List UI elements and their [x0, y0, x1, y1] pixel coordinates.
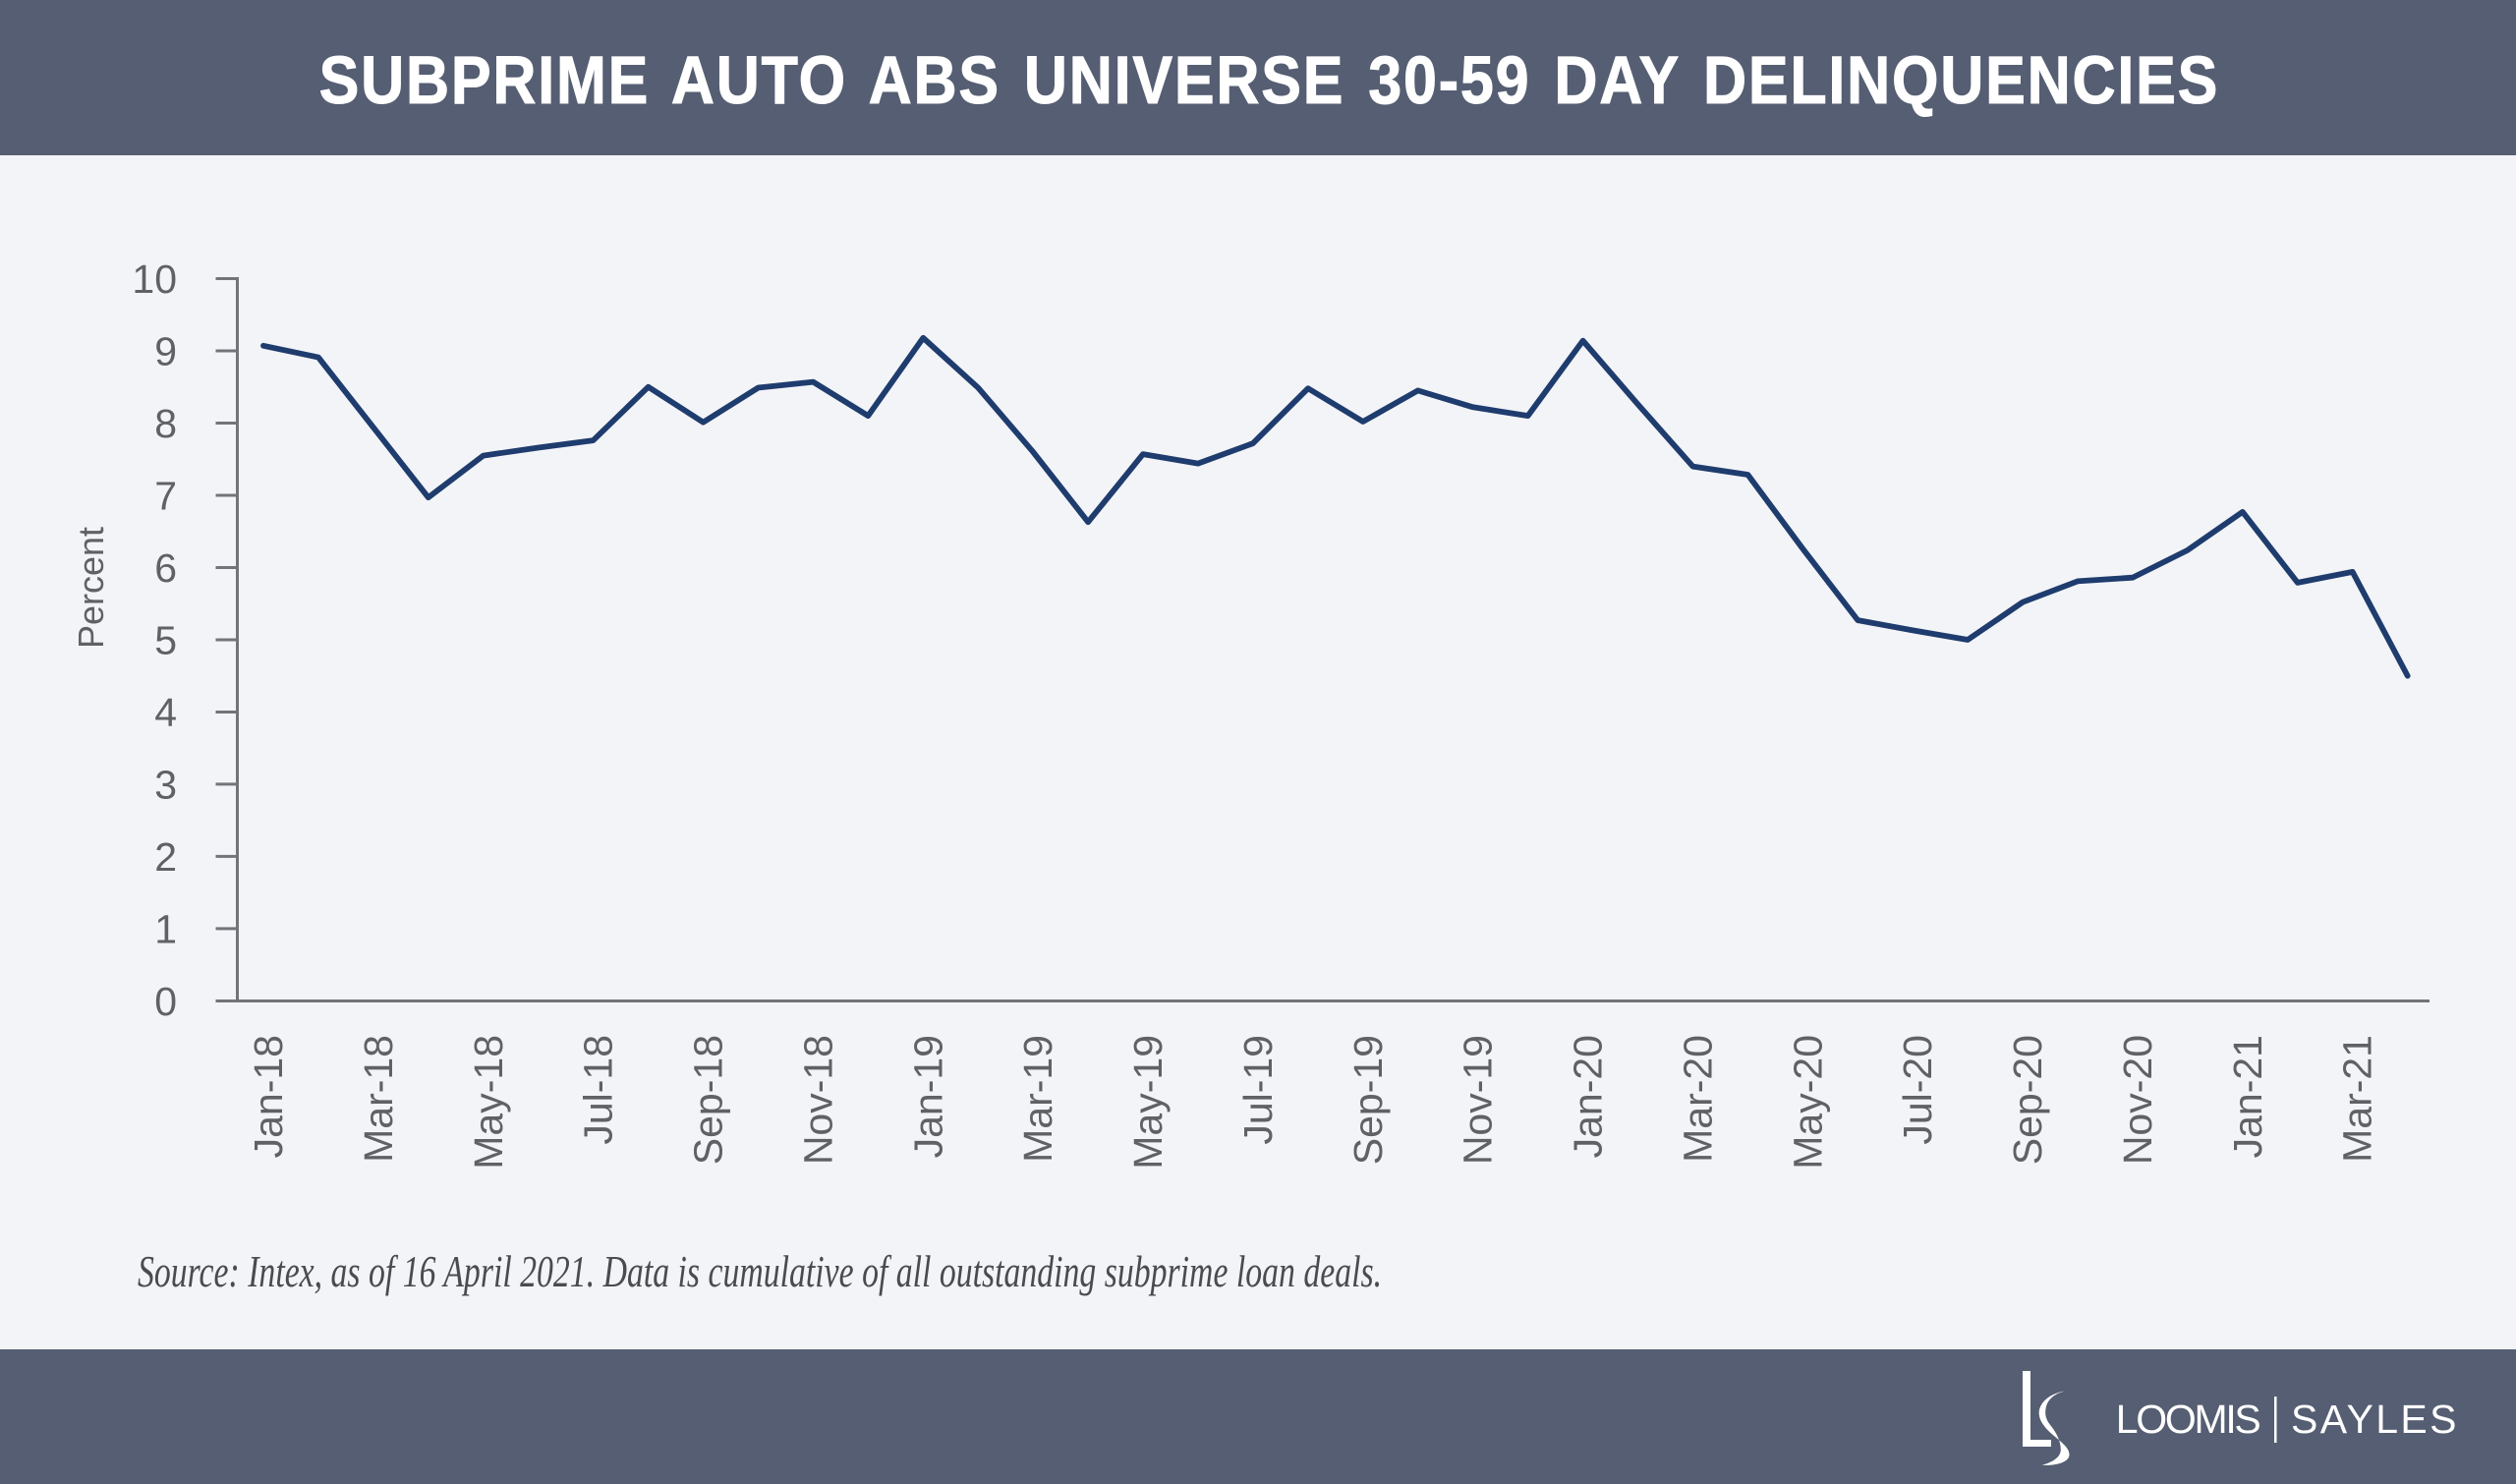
svg-text:Jan-21: Jan-21: [2225, 1035, 2270, 1158]
svg-text:May-18: May-18: [466, 1035, 511, 1170]
svg-text:5: 5: [154, 618, 177, 663]
svg-text:9: 9: [154, 329, 177, 374]
svg-text:2: 2: [154, 834, 177, 880]
svg-text:Jan-18: Jan-18: [246, 1035, 291, 1158]
svg-text:Jul-20: Jul-20: [1895, 1035, 1940, 1145]
svg-text:Jan-19: Jan-19: [905, 1035, 950, 1158]
svg-text:0: 0: [154, 979, 177, 1024]
svg-text:Mar-18: Mar-18: [356, 1035, 401, 1163]
svg-text:Jan-20: Jan-20: [1566, 1035, 1611, 1158]
svg-text:Percent: Percent: [71, 527, 111, 649]
svg-text:3: 3: [154, 762, 177, 807]
svg-text:Jul-18: Jul-18: [576, 1035, 621, 1145]
svg-text:6: 6: [154, 545, 177, 591]
svg-text:4: 4: [154, 690, 177, 735]
svg-text:May-19: May-19: [1125, 1035, 1171, 1170]
svg-text:Sep-19: Sep-19: [1345, 1035, 1391, 1165]
svg-text:Nov-18: Nov-18: [795, 1035, 840, 1165]
svg-text:Sep-20: Sep-20: [2005, 1035, 2050, 1165]
svg-text:1: 1: [154, 906, 177, 951]
svg-text:Mar-20: Mar-20: [1675, 1035, 1720, 1163]
svg-text:Jul-19: Jul-19: [1235, 1035, 1281, 1145]
svg-text:8: 8: [154, 401, 177, 446]
svg-text:Nov-20: Nov-20: [2115, 1035, 2160, 1165]
svg-text:10: 10: [132, 257, 177, 302]
svg-text:May-20: May-20: [1785, 1035, 1830, 1170]
svg-text:Mar-21: Mar-21: [2335, 1035, 2380, 1163]
svg-text:Mar-19: Mar-19: [1015, 1035, 1060, 1163]
svg-text:7: 7: [154, 474, 177, 519]
svg-text:Sep-18: Sep-18: [686, 1035, 731, 1165]
svg-text:Nov-19: Nov-19: [1456, 1035, 1501, 1165]
